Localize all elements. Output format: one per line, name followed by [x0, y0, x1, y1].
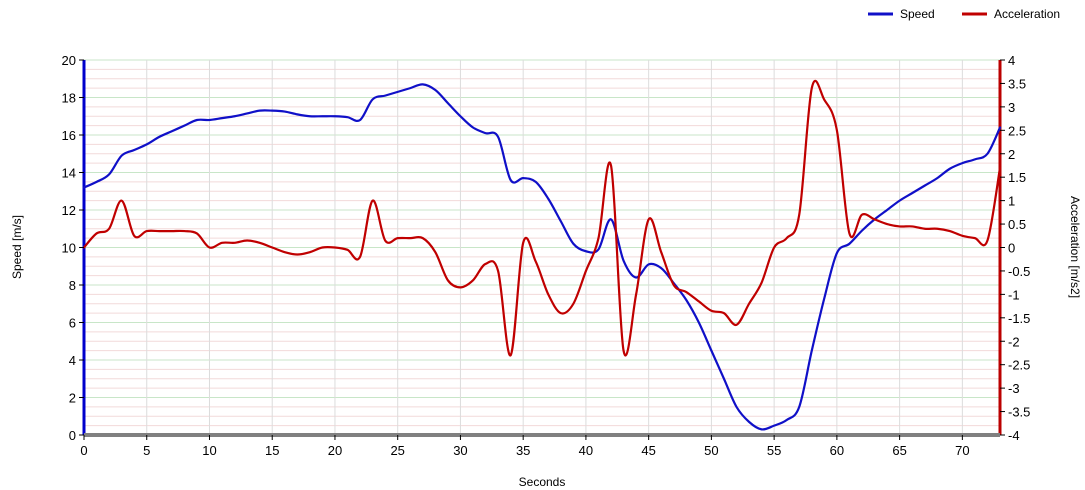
y-right-tick-label: 4	[1008, 53, 1015, 68]
y-left-tick-label: 18	[62, 91, 76, 106]
x-tick-label: 55	[767, 443, 781, 458]
y-left-tick-label: 6	[69, 316, 76, 331]
x-tick-label: 65	[892, 443, 906, 458]
y-right-tick-label: 0.5	[1008, 217, 1026, 232]
legend-label-speed: Speed	[900, 7, 935, 21]
legend-label-acceleration: Acceleration	[994, 7, 1060, 21]
x-axis-title: Seconds	[519, 475, 566, 489]
y-right-tick-label: 2	[1008, 147, 1015, 162]
y-right-tick-label: -0.5	[1008, 264, 1030, 279]
y-right-tick-label: 3	[1008, 100, 1015, 115]
x-tick-label: 20	[328, 443, 342, 458]
y-right-tick-label: 1	[1008, 194, 1015, 209]
y-right-tick-label: -2	[1008, 334, 1020, 349]
x-tick-label: 0	[80, 443, 87, 458]
y-right-tick-label: 3.5	[1008, 76, 1026, 91]
series-line-acceleration	[82, 79, 1002, 357]
y-left-tick-label: 16	[62, 128, 76, 143]
y-axis-left-title: Speed [m/s]	[10, 215, 24, 279]
y-right-tick-label: -1	[1008, 287, 1020, 302]
x-tick-label: 25	[390, 443, 404, 458]
y-right-tick-label: 0	[1008, 241, 1015, 256]
x-tick-label: 40	[579, 443, 593, 458]
y-right-tick-label: -1.5	[1008, 311, 1030, 326]
x-tick-label: 70	[955, 443, 969, 458]
series-line-speed	[82, 83, 1002, 431]
x-tick-label: 30	[453, 443, 467, 458]
x-tick-label: 45	[641, 443, 655, 458]
x-tick-label: 50	[704, 443, 718, 458]
y-left-tick-label: 8	[69, 278, 76, 293]
y-left-tick-label: 2	[69, 391, 76, 406]
y-left-tick-label: 10	[62, 241, 76, 256]
y-right-tick-label: -3	[1008, 381, 1020, 396]
tick-labels: 0 5 10 15 20 25 30 35 40 45 50 55 60 65 70024681012141…	[62, 53, 1031, 458]
y-right-tick-label: -4	[1008, 428, 1020, 443]
y-left-tick-label: 20	[62, 53, 76, 68]
y-right-tick-label: 1.5	[1008, 170, 1026, 185]
y-right-tick-label: 2.5	[1008, 123, 1026, 138]
x-tick-label: 15	[265, 443, 279, 458]
x-tick-label: 35	[516, 443, 530, 458]
y-right-tick-label: -2.5	[1008, 358, 1030, 373]
y-left-tick-label: 12	[62, 203, 76, 218]
legend: Speed Acceleration	[868, 7, 1060, 21]
series-lines	[82, 79, 1002, 431]
gridlines	[84, 59, 1000, 436]
y-left-tick-label: 4	[69, 353, 76, 368]
y-left-tick-label: 14	[62, 166, 76, 181]
x-tick-label: 60	[830, 443, 844, 458]
y-axis-right-title: Acceleration [m/s2]	[1068, 196, 1082, 298]
y-left-tick-label: 0	[69, 428, 76, 443]
x-tick-label: 5	[143, 443, 150, 458]
y-right-tick-label: -3.5	[1008, 405, 1030, 420]
x-tick-label: 10	[202, 443, 216, 458]
